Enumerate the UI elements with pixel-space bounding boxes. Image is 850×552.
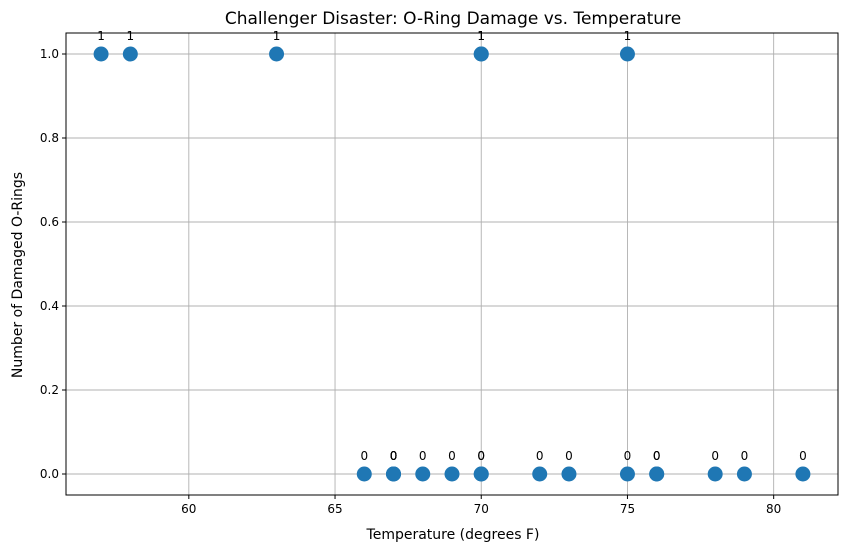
data-point	[356, 466, 372, 482]
x-tick-label: 60	[181, 502, 196, 516]
data-label: 1	[477, 29, 485, 43]
data-label: 0	[390, 449, 398, 463]
data-point	[473, 466, 489, 482]
data-point	[386, 466, 402, 482]
data-label: 1	[97, 29, 105, 43]
data-label: 0	[799, 449, 807, 463]
data-point	[269, 46, 285, 62]
data-label: 1	[127, 29, 135, 43]
y-tick-label: 0.0	[40, 467, 59, 481]
data-label: 0	[390, 449, 398, 463]
y-tick-label: 1.0	[40, 47, 59, 61]
x-tick-label: 65	[327, 502, 342, 516]
x-axis-label: Temperature (degrees F)	[366, 527, 540, 543]
data-label: 0	[536, 449, 544, 463]
data-label: 0	[390, 449, 398, 463]
y-tick-label: 0.4	[40, 299, 59, 313]
x-tick-label: 75	[620, 502, 635, 516]
x-axis-ticks: 60 65 70 75 80	[181, 495, 781, 516]
y-axis-label: Number of Damaged O-Rings	[10, 172, 26, 378]
data-label: 0	[477, 449, 485, 463]
data-point	[736, 466, 752, 482]
data-point	[561, 466, 577, 482]
data-label: 0	[653, 449, 661, 463]
data-point	[93, 46, 109, 62]
data-label: 0	[711, 449, 719, 463]
data-label: 0	[741, 449, 749, 463]
y-axis-ticks: 0.0 0.2 0.4 0.6 0.8 1.0	[40, 47, 66, 481]
data-label: 0	[477, 449, 485, 463]
grid-lines	[66, 33, 838, 495]
data-label: 0	[653, 449, 661, 463]
data-point	[707, 466, 723, 482]
data-point	[444, 466, 460, 482]
x-tick-label: 80	[766, 502, 781, 516]
y-tick-label: 0.8	[40, 131, 59, 145]
data-label: 0	[419, 449, 427, 463]
data-label: 1	[273, 29, 281, 43]
plot-frame	[65, 32, 839, 496]
data-label: 1	[477, 29, 485, 43]
data-point	[473, 46, 489, 62]
y-tick-label: 0.2	[40, 383, 59, 397]
data-label: 0	[360, 449, 368, 463]
data-point	[649, 466, 665, 482]
data-label: 0	[565, 449, 573, 463]
y-tick-label: 0.6	[40, 215, 59, 229]
data-point	[415, 466, 431, 482]
chart-title: Challenger Disaster: O-Ring Damage vs. T…	[225, 9, 681, 29]
data-point	[532, 466, 548, 482]
data-point	[122, 46, 138, 62]
x-tick-label: 70	[474, 502, 489, 516]
data-point	[619, 46, 635, 62]
data-label: 0	[624, 449, 632, 463]
data-label: 0	[448, 449, 456, 463]
data-points	[93, 46, 811, 482]
data-point	[619, 466, 635, 482]
data-label: 1	[624, 29, 632, 43]
data-point	[795, 466, 811, 482]
